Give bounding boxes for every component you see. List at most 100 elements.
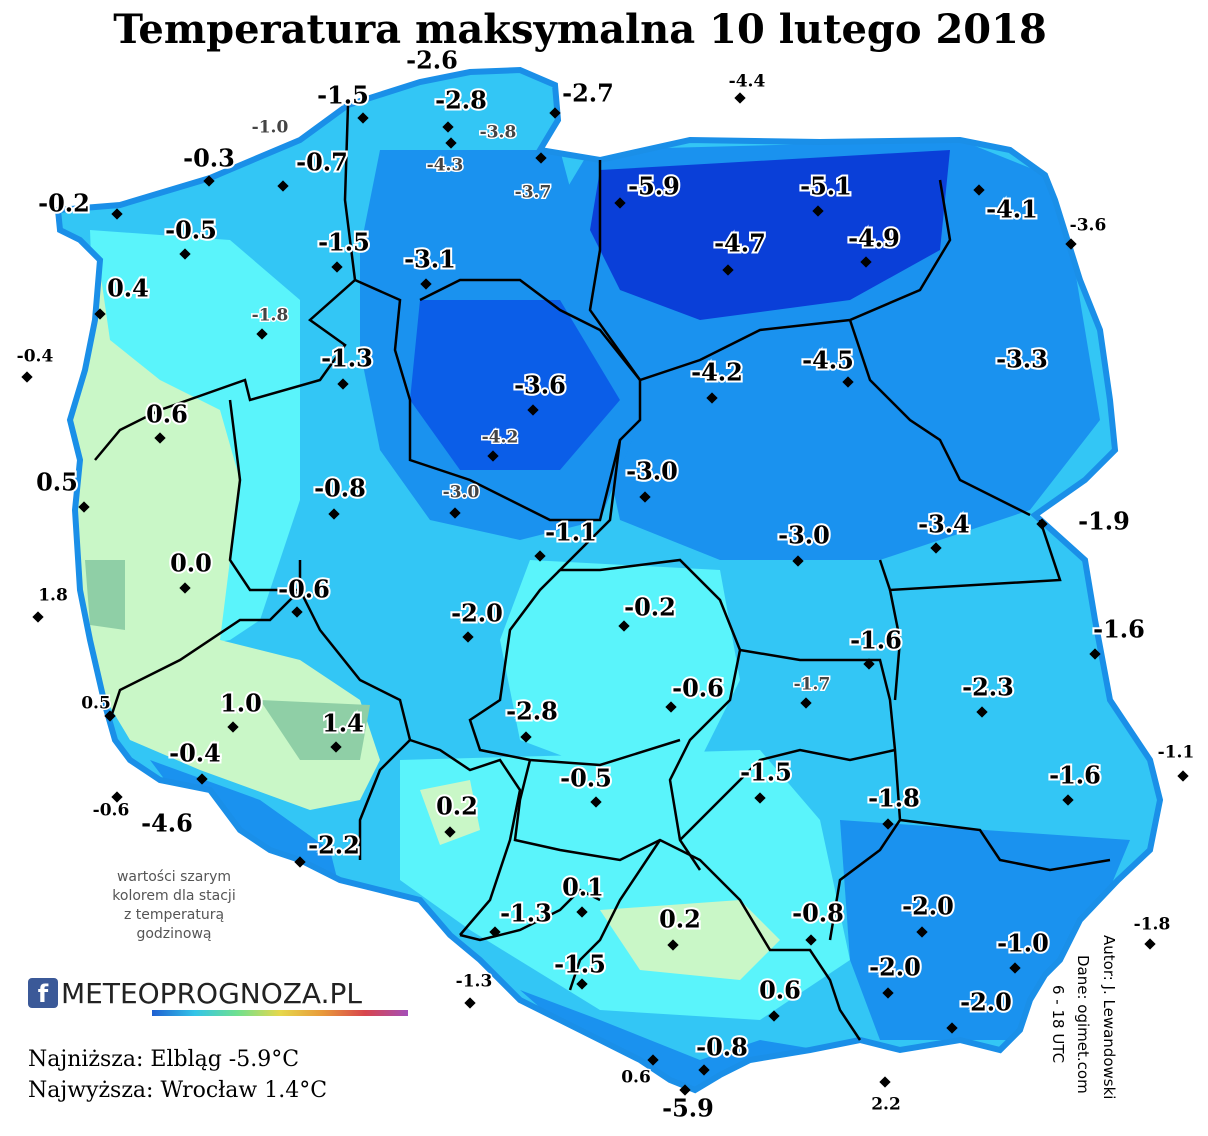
station-temperature-label: -4.2	[691, 358, 743, 387]
station-temperature-label: 0.6	[621, 1068, 651, 1088]
station-temperature-label: 0.2	[436, 792, 478, 821]
highest-temperature: Najwyższa: Wrocław 1.4°C	[28, 1078, 328, 1103]
station-temperature-label: -1.5	[554, 950, 606, 979]
station-marker	[698, 1064, 710, 1076]
station-temperature-label: -1.8	[252, 306, 289, 326]
station-temperature-label: -1.3	[456, 972, 493, 992]
station-marker	[863, 658, 875, 670]
period-credit: 6 - 18 UTC	[1049, 985, 1067, 1064]
station-marker	[527, 404, 539, 416]
station-marker	[277, 180, 289, 192]
station-marker	[21, 371, 33, 383]
station-temperature-label: -2.3	[962, 673, 1014, 702]
station-temperature-label: -1.1	[545, 518, 597, 547]
station-temperature-label: -4.2	[482, 428, 519, 448]
station-temperature-label: -0.2	[624, 593, 676, 622]
legend-note-line: kolorem dla stacji	[112, 888, 236, 904]
station-marker	[462, 631, 474, 643]
station-temperature-label: 0.4	[107, 274, 149, 303]
station-marker	[734, 92, 746, 104]
station-temperature-label: -3.6	[514, 371, 566, 400]
station-marker	[294, 856, 306, 868]
station-temperature-label: -2.7	[562, 79, 614, 108]
station-temperature-label: -0.5	[560, 764, 612, 793]
station-temperature-label: 2.2	[871, 1095, 901, 1115]
legend-note-line: godzinową	[136, 926, 212, 942]
station-marker	[337, 378, 349, 390]
station-marker	[331, 261, 343, 273]
station-temperature-label: 1.0	[220, 689, 262, 718]
logo-color-bar	[152, 1010, 408, 1016]
site-logo[interactable]: f METEOPROGNOZA.PL	[28, 968, 408, 1018]
station-marker	[154, 432, 166, 444]
station-marker	[328, 508, 340, 520]
station-temperature-label: -3.4	[918, 510, 970, 539]
station-temperature-label: -2.0	[960, 988, 1012, 1017]
legend-note-line: wartości szarym	[116, 869, 232, 885]
station-temperature-label: -1.6	[1049, 761, 1101, 790]
station-temperature-label: 1.8	[38, 586, 68, 606]
station-temperature-label: -0.5	[165, 216, 217, 245]
station-temperature-label: -3.0	[626, 457, 678, 486]
station-temperature-label: -2.0	[451, 599, 503, 628]
station-temperature-label: -3.3	[996, 345, 1048, 374]
station-temperature-label: 0.2	[659, 905, 701, 934]
station-marker	[32, 611, 44, 623]
station-temperature-label: -2.0	[869, 953, 921, 982]
station-marker	[179, 582, 191, 594]
station-marker	[179, 248, 191, 260]
station-marker	[449, 507, 461, 519]
station-temperature-label: -3.8	[480, 123, 517, 143]
zone-dark-green-west	[85, 560, 125, 630]
station-marker	[667, 939, 679, 951]
station-temperature-label: -5.9	[628, 172, 680, 201]
station-temperature-label: -4.5	[802, 346, 854, 375]
zone-green-south	[600, 900, 780, 980]
station-marker	[647, 1054, 659, 1066]
station-temperature-label: -3.0	[443, 483, 480, 503]
station-marker	[1009, 962, 1021, 974]
station-temperature-label: -3.7	[515, 183, 552, 203]
author-credit: Autor: J. Lewandowski	[1100, 935, 1118, 1100]
station-temperature-label: 1.4	[322, 709, 364, 738]
station-temperature-label: -1.8	[1134, 915, 1171, 935]
station-markers	[21, 92, 1189, 1096]
station-marker	[860, 256, 872, 268]
station-temperature-label: -1.0	[252, 118, 289, 138]
zone-cyan-centre	[500, 560, 740, 770]
station-temperature-label: -2.8	[435, 86, 487, 115]
station-marker	[520, 731, 532, 743]
facebook-icon[interactable]: f	[28, 978, 58, 1008]
station-marker	[227, 721, 239, 733]
zone-darkest-blue	[590, 150, 950, 320]
station-marker	[800, 697, 812, 709]
station-marker	[590, 796, 602, 808]
station-marker	[976, 706, 988, 718]
station-temperature-label: -4.4	[729, 72, 766, 92]
station-marker	[203, 175, 215, 187]
station-temperature-label: -2.0	[902, 892, 954, 921]
station-temperature-label: 0.5	[36, 468, 78, 497]
station-temperature-label: -1.8	[868, 784, 920, 813]
station-temperature-label: -0.8	[696, 1033, 748, 1062]
station-temperature-label: -0.8	[792, 899, 844, 928]
station-temperature-label: -0.6	[278, 575, 330, 604]
station-marker	[291, 606, 303, 618]
station-marker	[706, 392, 718, 404]
station-marker	[489, 926, 501, 938]
station-temperature-label: -1.3	[500, 899, 552, 928]
station-marker	[916, 926, 928, 938]
poland-border	[54, 66, 1164, 1094]
station-temperature-label: -0.6	[672, 674, 724, 703]
station-temperature-label: -5.1	[800, 172, 852, 201]
station-temperature-label: 0.5	[81, 694, 111, 714]
station-temperature-label: -0.8	[314, 474, 366, 503]
station-marker	[812, 205, 824, 217]
station-temperature-label: -0.6	[93, 801, 130, 821]
station-marker	[576, 906, 588, 918]
station-marker	[665, 701, 677, 713]
station-marker	[618, 620, 630, 632]
station-temperature-label: -2.6	[406, 46, 458, 75]
station-temperature-label: -1.0	[997, 929, 1049, 958]
station-marker	[879, 1076, 891, 1088]
